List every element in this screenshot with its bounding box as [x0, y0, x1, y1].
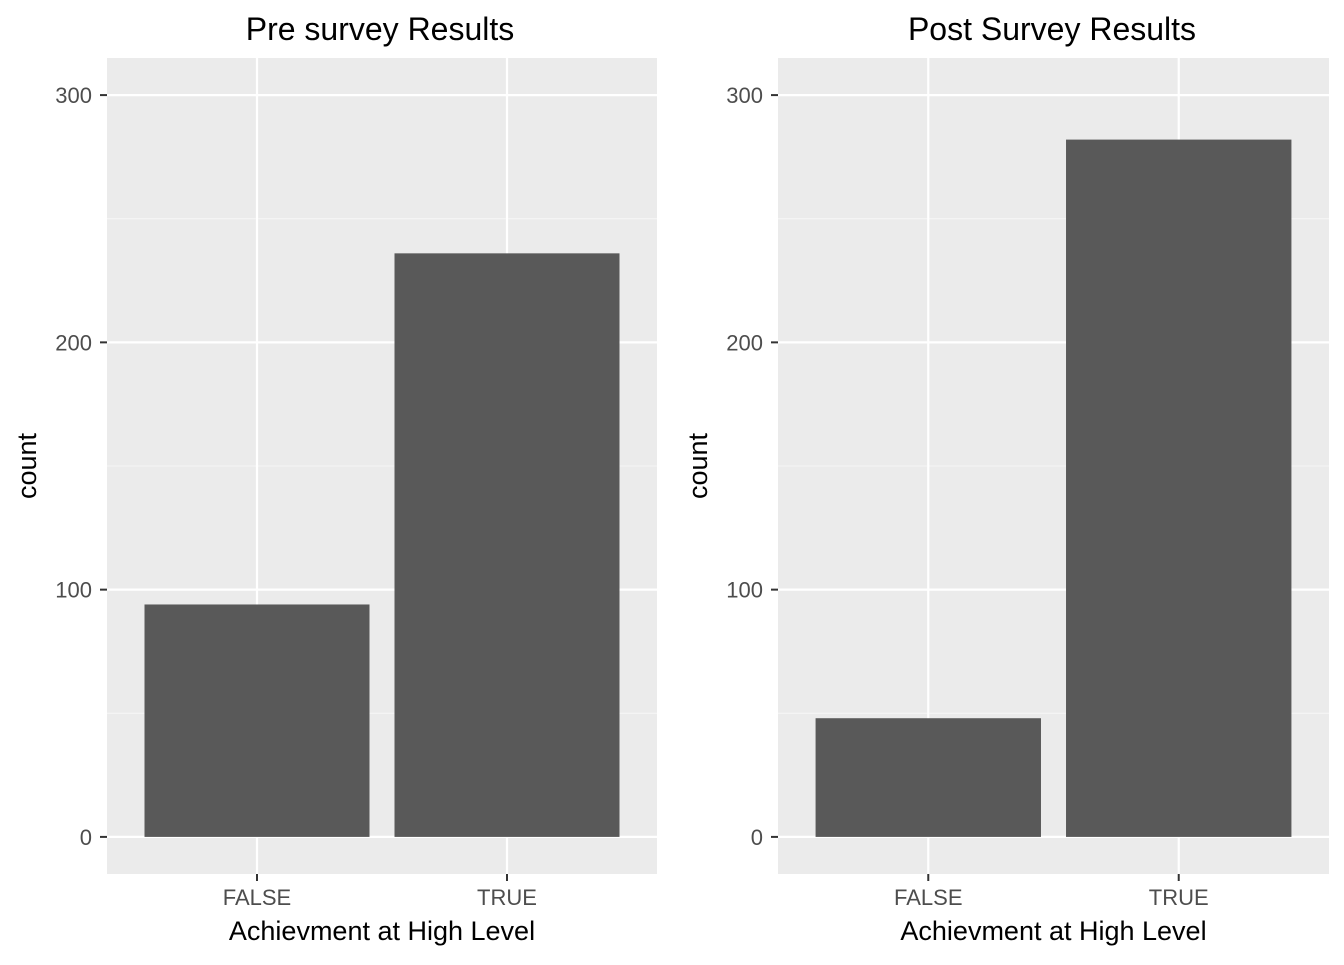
x-tick-label-false: FALSE [223, 885, 291, 910]
chart-panel-1: 0 100 200 300 FALSE TRUE Achievment at High Le… [12, 11, 657, 946]
y-axis-title: count [12, 432, 42, 499]
bar-false [815, 718, 1041, 837]
x-tick-label-true: TRUE [1149, 885, 1209, 910]
bar-false [144, 604, 370, 837]
y-axis-title: count [683, 432, 713, 499]
x-axis-title: Achievment at High Level [229, 916, 535, 946]
y-tick-label: 200 [726, 330, 763, 355]
y-tick-label: 100 [726, 578, 763, 603]
chart-title: Post Survey Results [908, 11, 1196, 47]
y-tick-label: 200 [55, 330, 92, 355]
x-tick-label-true: TRUE [477, 885, 537, 910]
bar-true [394, 253, 620, 837]
bar-true [1066, 139, 1292, 837]
x-axis-title: Achievment at High Level [900, 916, 1206, 946]
y-tick-label: 300 [55, 83, 92, 108]
chart-title: Pre survey Results [246, 11, 515, 47]
chart-panel-2: 0 100 200 300 FALSE TRUE Achievment at High Le… [683, 11, 1329, 946]
y-tick-label: 0 [80, 825, 92, 850]
y-tick-label: 300 [726, 83, 763, 108]
y-tick-label: 0 [751, 825, 763, 850]
y-tick-label: 100 [55, 578, 92, 603]
x-tick-label-false: FALSE [894, 885, 962, 910]
